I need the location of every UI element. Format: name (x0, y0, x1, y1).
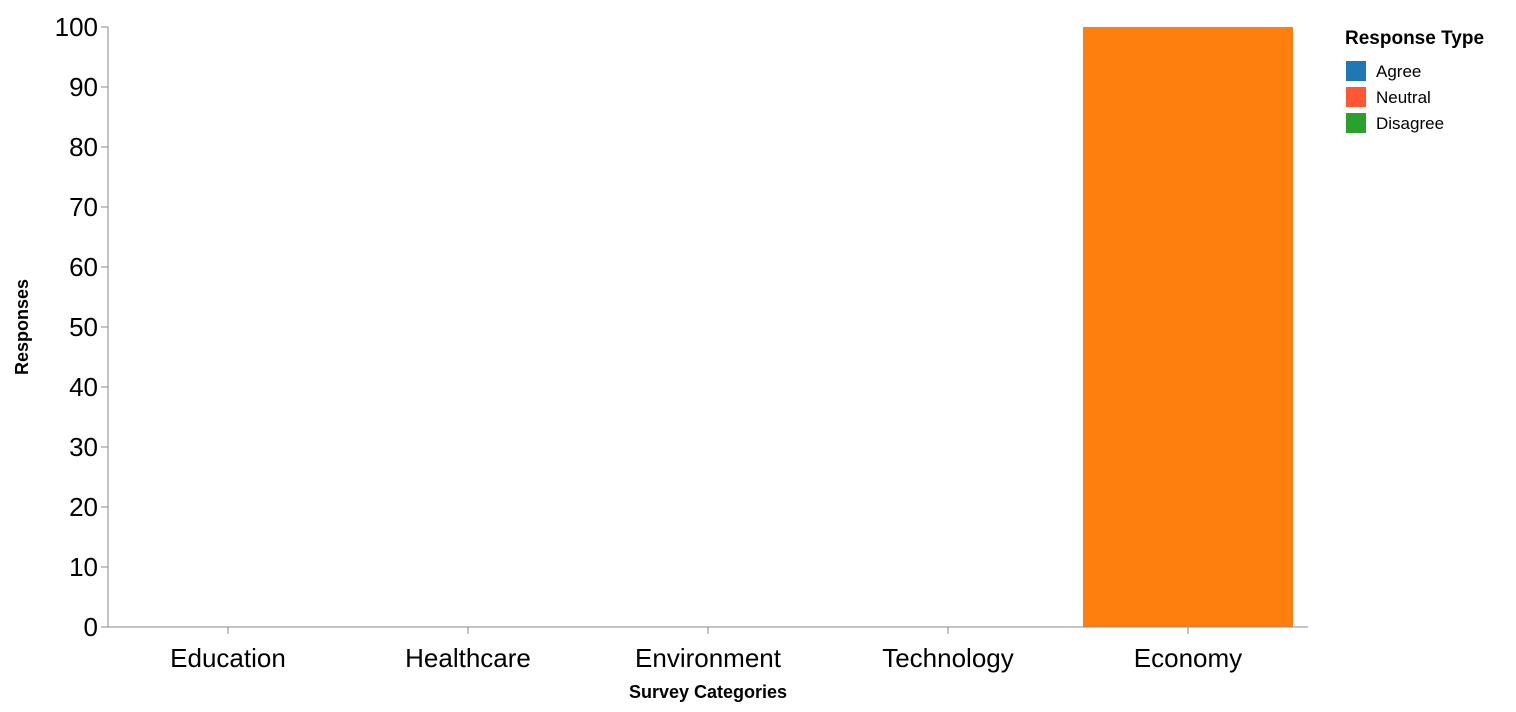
legend-swatch-agree (1346, 61, 1366, 81)
legend-label-disagree: Disagree (1376, 114, 1444, 133)
y-axis-title: Responses (12, 279, 32, 375)
legend-swatch-disagree (1346, 113, 1366, 133)
x-tick-label: Education (170, 643, 286, 673)
y-tick-label: 80 (69, 132, 98, 162)
x-tick-label: Environment (635, 643, 782, 673)
legend: Response Type Agree Neutral Disagree (1345, 28, 1484, 133)
x-tick-label: Economy (1134, 643, 1242, 673)
legend-title: Response Type (1345, 28, 1484, 49)
y-tick-label: 90 (69, 72, 98, 102)
y-tick-label: 50 (69, 312, 98, 342)
legend-swatch-neutral (1346, 87, 1366, 107)
y-tick-label: 0 (84, 612, 98, 642)
y-tick-label: 40 (69, 372, 98, 402)
x-axis-title: Survey Categories (629, 682, 787, 702)
y-tick-label: 60 (69, 252, 98, 282)
x-axis: Education Healthcare Environment Technology… (108, 626, 1308, 673)
x-tick-label: Healthcare (405, 643, 531, 673)
y-tick-label: 10 (69, 552, 98, 582)
bars-layer (1083, 27, 1293, 627)
y-tick-label: 20 (69, 492, 98, 522)
x-tick-label: Technology (882, 643, 1014, 673)
y-axis: 0 10 20 30 40 50 60 70 80 90 100 (55, 12, 109, 642)
legend-label-agree: Agree (1376, 62, 1421, 81)
y-tick-label: 100 (55, 12, 98, 42)
y-tick-label: 70 (69, 192, 98, 222)
bar-economy (1083, 27, 1293, 627)
legend-label-neutral: Neutral (1376, 88, 1431, 107)
y-tick-label: 30 (69, 432, 98, 462)
